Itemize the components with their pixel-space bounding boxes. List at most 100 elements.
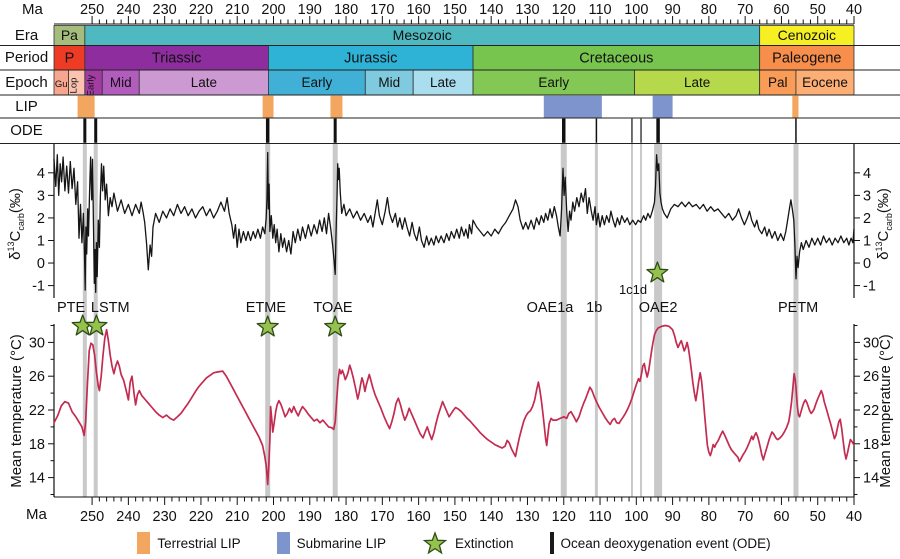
ode-bar-6 <box>631 118 633 143</box>
bottom-axis-tick-label: 120 <box>552 509 576 525</box>
extinction-star-2 <box>256 315 279 337</box>
top-axis-tick-label: 180 <box>334 2 358 18</box>
d13c-tick-label-left: 0 <box>37 256 45 272</box>
d13c-axis-title-left: δ13Ccarb(‰) <box>6 188 26 260</box>
top-axis-tick-label: 230 <box>153 2 177 18</box>
legend-label: Ocean deoxygenation event (ODE) <box>560 535 771 551</box>
epoch-unit-label: Early <box>86 74 97 96</box>
epoch-unit-label: Late <box>684 75 710 90</box>
terrestrial-lip-bar-5 <box>792 95 799 118</box>
epoch-unit-eocene <box>795 69 855 96</box>
legend-swatch-lip <box>276 532 290 554</box>
event-band-6 <box>630 143 633 497</box>
top-axis-tick-label: 70 <box>737 2 753 18</box>
terrestrial-lip-bar-1 <box>262 95 274 118</box>
legend: Terrestrial LIP Submarine LIP Extinction Oc… <box>54 530 854 556</box>
ode-bar-5 <box>595 118 598 143</box>
legend-label: Terrestrial LIP <box>157 535 241 551</box>
d13c-tick-label-right: 4 <box>863 166 871 182</box>
event-band-8 <box>654 143 663 497</box>
top-axis-tick-label: 150 <box>443 2 467 18</box>
epoch-unit-late <box>412 69 474 96</box>
period-unit-label: Paleogene <box>772 50 841 66</box>
d13c-tick-label-right: 1 <box>863 233 871 249</box>
top-axis-tick-label: 120 <box>552 2 576 18</box>
top-axis-tick-label: 110 <box>588 2 611 18</box>
bottom-axis-tick-label: 240 <box>116 509 140 525</box>
epoch-unit-early <box>268 69 366 96</box>
d13c-tick-label-left: -1 <box>32 279 45 295</box>
top-axis-tick-label: 50 <box>810 2 826 18</box>
submarine-lip-bar-3 <box>543 95 602 118</box>
bottom-axis-tick-label: 210 <box>225 509 249 525</box>
legend-swatch-ode <box>549 532 554 554</box>
row-label-epoch: Epoch <box>5 74 48 91</box>
era-unit-label: Mesozoic <box>393 27 452 43</box>
epoch-unit-label: Early <box>301 75 332 90</box>
temp-tick-label-left: 30 <box>29 335 45 351</box>
top-axis-tick-label: 60 <box>773 2 789 18</box>
era-unit-label: Pa <box>61 27 78 43</box>
period-unit-label: P <box>65 50 75 66</box>
legend-swatch-lip <box>137 532 151 554</box>
temperature-axis-title-left: Mean temperature (°C) <box>7 334 25 488</box>
temperature-curve <box>53 324 855 486</box>
d13c-tick-label-left: 1 <box>37 233 45 249</box>
period-unit-label: Triassic <box>152 50 201 66</box>
period-unit-label: Cretaceous <box>579 50 653 66</box>
ode-bar-8 <box>656 118 660 143</box>
event-label-petm: PETM <box>778 300 818 316</box>
event-label-oae2: OAE2 <box>639 300 678 316</box>
top-axis-tick-label: 160 <box>407 2 431 18</box>
ode-bar-7 <box>640 118 642 143</box>
temp-tick-label-left: 26 <box>29 369 45 385</box>
bottom-axis-tick-label: 150 <box>443 509 467 525</box>
ode-bar-4 <box>562 118 566 143</box>
era-unit-label: Cenozoic <box>778 27 836 43</box>
bottom-axis-tick-label: 100 <box>624 509 648 525</box>
temp-tick-label-left: 22 <box>29 403 45 419</box>
top-axis-tick-label: 40 <box>846 2 862 18</box>
epoch-unit-late <box>634 69 761 96</box>
legend-item-2: Extinction <box>422 530 514 556</box>
event-label-toae: TOAE <box>313 300 353 316</box>
extinction-star-icon <box>422 531 448 555</box>
top-axis-tick-label: 130 <box>515 2 539 18</box>
d13c-tick-label-right: 3 <box>863 188 871 204</box>
temp-tick-label-left: 18 <box>29 437 45 453</box>
legend-label: Submarine LIP <box>296 535 386 551</box>
bottom-axis-tick-label: 140 <box>479 509 503 525</box>
extinction-star-4 <box>646 261 669 283</box>
ode-bar-1 <box>94 118 98 143</box>
bottom-axis-tick-label: 50 <box>810 509 826 525</box>
period-unit-cretaceous <box>472 45 761 71</box>
top-axis-tick-label: 100 <box>624 2 648 18</box>
bottom-axis-tick-label: 170 <box>370 509 394 525</box>
event-label-oae1a: OAE1a <box>527 300 575 316</box>
bottom-axis-tick-label: 40 <box>846 509 862 525</box>
top-axis-tick-label: 210 <box>225 2 249 18</box>
bottom-axis-tick-label: 130 <box>515 509 539 525</box>
bottom-axis-tick-label: 110 <box>588 509 611 525</box>
epoch-unit-label: Mid <box>378 75 400 90</box>
top-axis-unit-label: Ma <box>22 1 43 18</box>
bottom-axis-tick-label: 200 <box>261 509 285 525</box>
top-axis-tick-label: 250 <box>80 2 104 18</box>
top-axis-tick-label: 90 <box>665 2 681 18</box>
ode-bar-9 <box>795 118 797 143</box>
submarine-lip-bar-4 <box>652 95 673 118</box>
bottom-axis-tick-label: 190 <box>298 509 322 525</box>
top-axis-tick-label: 80 <box>701 2 717 18</box>
legend-item-0: Terrestrial LIP <box>137 532 241 554</box>
temp-tick-label-right: 26 <box>863 369 879 385</box>
period-unit-label: Jurassic <box>344 50 397 66</box>
top-axis-tick-label: 140 <box>479 2 503 18</box>
event-band-5 <box>594 143 598 497</box>
temp-tick-label-right: 22 <box>863 403 879 419</box>
event-label-lstm: LSTM <box>91 300 130 316</box>
d13c-tick-label-right: 2 <box>863 211 871 227</box>
terrestrial-lip-bar-0 <box>77 95 95 118</box>
period-unit-triassic <box>84 45 269 71</box>
row-label-era: Era <box>14 26 39 44</box>
